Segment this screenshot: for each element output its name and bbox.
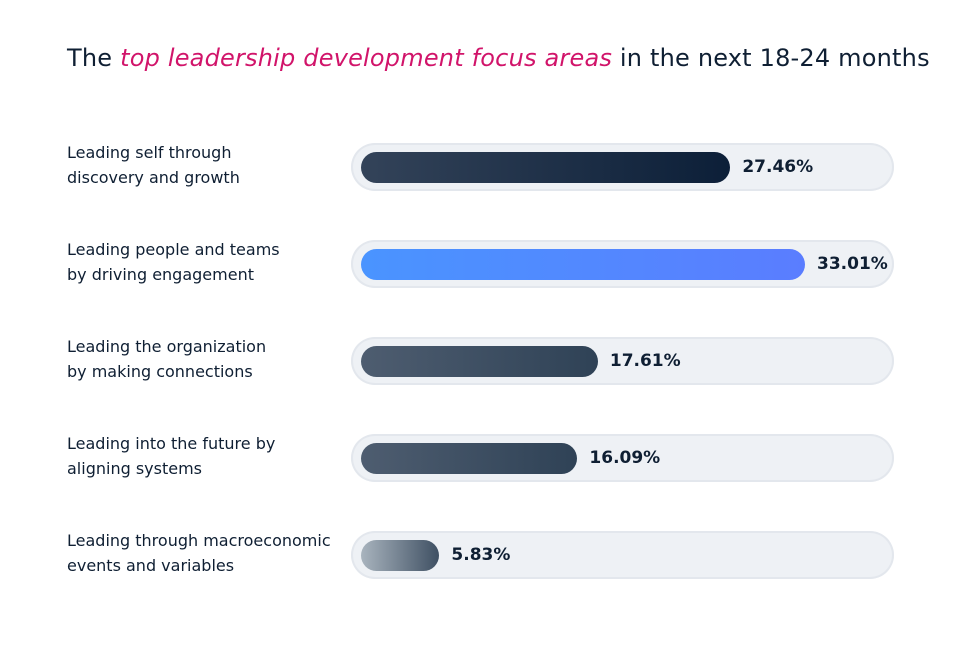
- chart-title: The top leadership development focus are…: [67, 44, 930, 72]
- bar-track: 5.83%: [351, 531, 894, 579]
- bar: [361, 443, 578, 474]
- value-label: 16.09%: [589, 448, 661, 468]
- bar: [361, 540, 440, 571]
- category-label: Leading into the future by aligning syste…: [67, 431, 275, 481]
- category-label-line: Leading through macroeconomic: [67, 531, 331, 550]
- category-label-line: Leading the organization: [67, 337, 267, 356]
- value-label: 33.01%: [817, 254, 888, 274]
- category-label-line: Leading people and teams: [67, 240, 280, 259]
- bar: [361, 346, 598, 377]
- category-label: Leading the organization by making connec…: [67, 334, 266, 384]
- bar-track: 33.01%: [351, 240, 894, 288]
- bar-row: Leading into the future by aligning syste…: [0, 434, 970, 484]
- title-prefix: The: [67, 44, 121, 72]
- category-label-line: Leading self through: [67, 143, 232, 162]
- title-suffix: in the next 18-24 months: [612, 44, 930, 72]
- bar-row: Leading people and teams by driving engag…: [0, 240, 970, 290]
- bar-row: Leading self through discovery and growth…: [0, 143, 970, 193]
- category-label-line: aligning systems: [67, 459, 202, 478]
- value-label: 5.83%: [451, 545, 511, 565]
- bar: [361, 152, 731, 183]
- bar-track: 27.46%: [351, 143, 894, 191]
- category-label-line: events and variables: [67, 556, 235, 575]
- category-label-line: discovery and growth: [67, 168, 240, 187]
- value-label: 17.61%: [609, 351, 681, 371]
- bar-track: 16.09%: [351, 434, 894, 482]
- category-label-line: by driving engagement: [67, 265, 254, 284]
- bar-row: Leading the organization by making connec…: [0, 337, 970, 387]
- category-label-line: Leading into the future by: [67, 434, 276, 453]
- bar-track: 17.61%: [351, 337, 894, 385]
- category-label: Leading through macroeconomic events and …: [67, 528, 331, 578]
- category-label: Leading self through discovery and growth: [67, 140, 240, 190]
- bar: [361, 249, 805, 280]
- bar-row: Leading through macroeconomic events and …: [0, 531, 970, 581]
- value-label: 27.46%: [742, 157, 814, 177]
- category-label: Leading people and teams by driving engag…: [67, 237, 280, 287]
- category-label-line: by making connections: [67, 362, 253, 381]
- title-highlight: top leadership development focus areas: [120, 44, 613, 72]
